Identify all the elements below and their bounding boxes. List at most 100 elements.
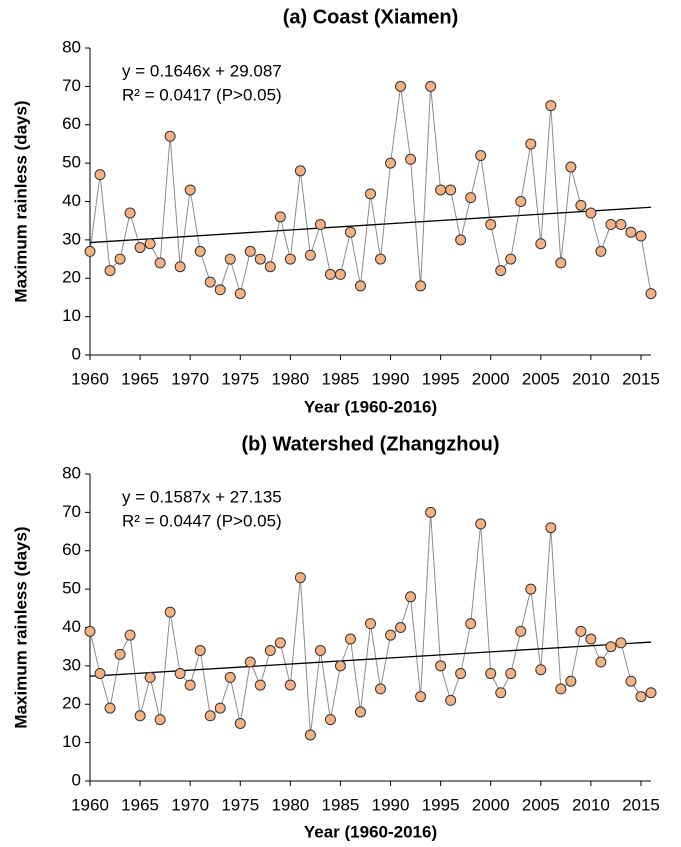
data-point (415, 280, 427, 292)
data-point (184, 679, 196, 691)
y-tick-label: 30 (62, 229, 81, 248)
equation: R² = 0.0447 (P>0.05) (122, 511, 282, 530)
x-tick-label: 1970 (171, 369, 209, 388)
data-point (84, 245, 96, 257)
data-point (395, 622, 407, 633)
data-point (164, 606, 176, 618)
data-point (184, 184, 196, 196)
x-tick-label: 2015 (622, 369, 660, 388)
data-point (344, 226, 356, 238)
data-point (104, 702, 116, 714)
data-point (625, 675, 637, 687)
data-point (314, 645, 326, 657)
y-tick-label: 20 (62, 694, 81, 713)
data-point (425, 506, 437, 518)
data-point (485, 219, 497, 231)
data-point (555, 683, 567, 695)
y-tick-label: 40 (62, 617, 81, 636)
y-tick-label: 70 (62, 502, 81, 521)
data-point (174, 668, 186, 680)
y-tick-label: 60 (62, 540, 81, 559)
data-point (435, 184, 447, 196)
y-axis-label: Maximum rainless (days) (11, 100, 30, 302)
data-point (555, 257, 567, 269)
data-point (84, 625, 96, 637)
data-point (515, 625, 527, 637)
data-point (525, 583, 537, 595)
x-tick-label: 1980 (271, 795, 309, 814)
data-point (575, 199, 587, 211)
data-point (415, 691, 427, 703)
data-point (645, 687, 657, 699)
x-tick-label: 1990 (372, 369, 410, 388)
data-point (234, 288, 246, 300)
data-point (495, 265, 507, 277)
data-point (625, 226, 637, 238)
data-point (334, 268, 346, 280)
x-tick-label: 1995 (422, 369, 460, 388)
data-point (304, 729, 316, 741)
y-tick-label: 0 (72, 344, 81, 363)
data-point (575, 625, 587, 637)
data-point (264, 261, 276, 273)
data-point (515, 196, 527, 207)
data-point (194, 245, 206, 257)
data-point (445, 694, 457, 706)
y-tick-label: 50 (62, 579, 81, 598)
data-point (595, 656, 607, 668)
data-point (475, 518, 487, 530)
chart-title: (b) Watershed (Zhangzhou) (241, 433, 499, 455)
data-point (475, 149, 487, 161)
chart-title: (a) Coast (Xiamen) (283, 6, 459, 28)
equation: R² = 0.0417 (P>0.05) (122, 85, 282, 104)
x-tick-label: 2000 (472, 369, 510, 388)
data-point (615, 219, 627, 231)
data-point (304, 249, 316, 261)
data-point (565, 161, 577, 173)
data-point (615, 637, 627, 649)
data-point (565, 675, 577, 687)
data-point (605, 219, 617, 231)
data-point (395, 80, 407, 92)
x-tick-label: 1985 (322, 795, 360, 814)
x-tick-label: 1985 (322, 369, 360, 388)
data-point (134, 242, 146, 254)
equation: y = 0.1646x + 29.087 (122, 61, 282, 80)
data-point (495, 687, 507, 699)
data-point (254, 253, 266, 265)
data-point (134, 710, 146, 722)
data-point (164, 130, 176, 142)
data-point (204, 276, 216, 288)
data-point (294, 572, 306, 584)
data-point (154, 257, 166, 269)
y-tick-label: 10 (62, 732, 81, 751)
x-tick-label: 2005 (522, 369, 560, 388)
data-point (274, 637, 286, 649)
data-point (535, 664, 547, 676)
y-tick-label: 0 (72, 770, 81, 789)
data-point (635, 691, 647, 703)
data-point (645, 288, 657, 300)
data-point (595, 245, 607, 257)
data-point (144, 671, 156, 683)
data-point (284, 253, 296, 265)
data-point (244, 245, 256, 257)
x-tick-label: 1970 (171, 795, 209, 814)
data-point (375, 253, 387, 265)
x-tick-label: 1965 (121, 795, 159, 814)
y-axis-label: Maximum rainless (days) (11, 526, 30, 728)
x-tick-label: 1960 (71, 795, 109, 814)
data-point (174, 261, 186, 273)
data-point (124, 629, 136, 641)
data-point (455, 668, 467, 680)
data-point (264, 645, 276, 657)
data-point (385, 629, 397, 641)
data-point (425, 80, 437, 92)
data-point (274, 211, 286, 223)
data-point (465, 618, 477, 630)
data-point (354, 280, 366, 292)
data-point (114, 648, 126, 660)
data-point (214, 702, 226, 714)
y-tick-label: 40 (62, 191, 81, 210)
